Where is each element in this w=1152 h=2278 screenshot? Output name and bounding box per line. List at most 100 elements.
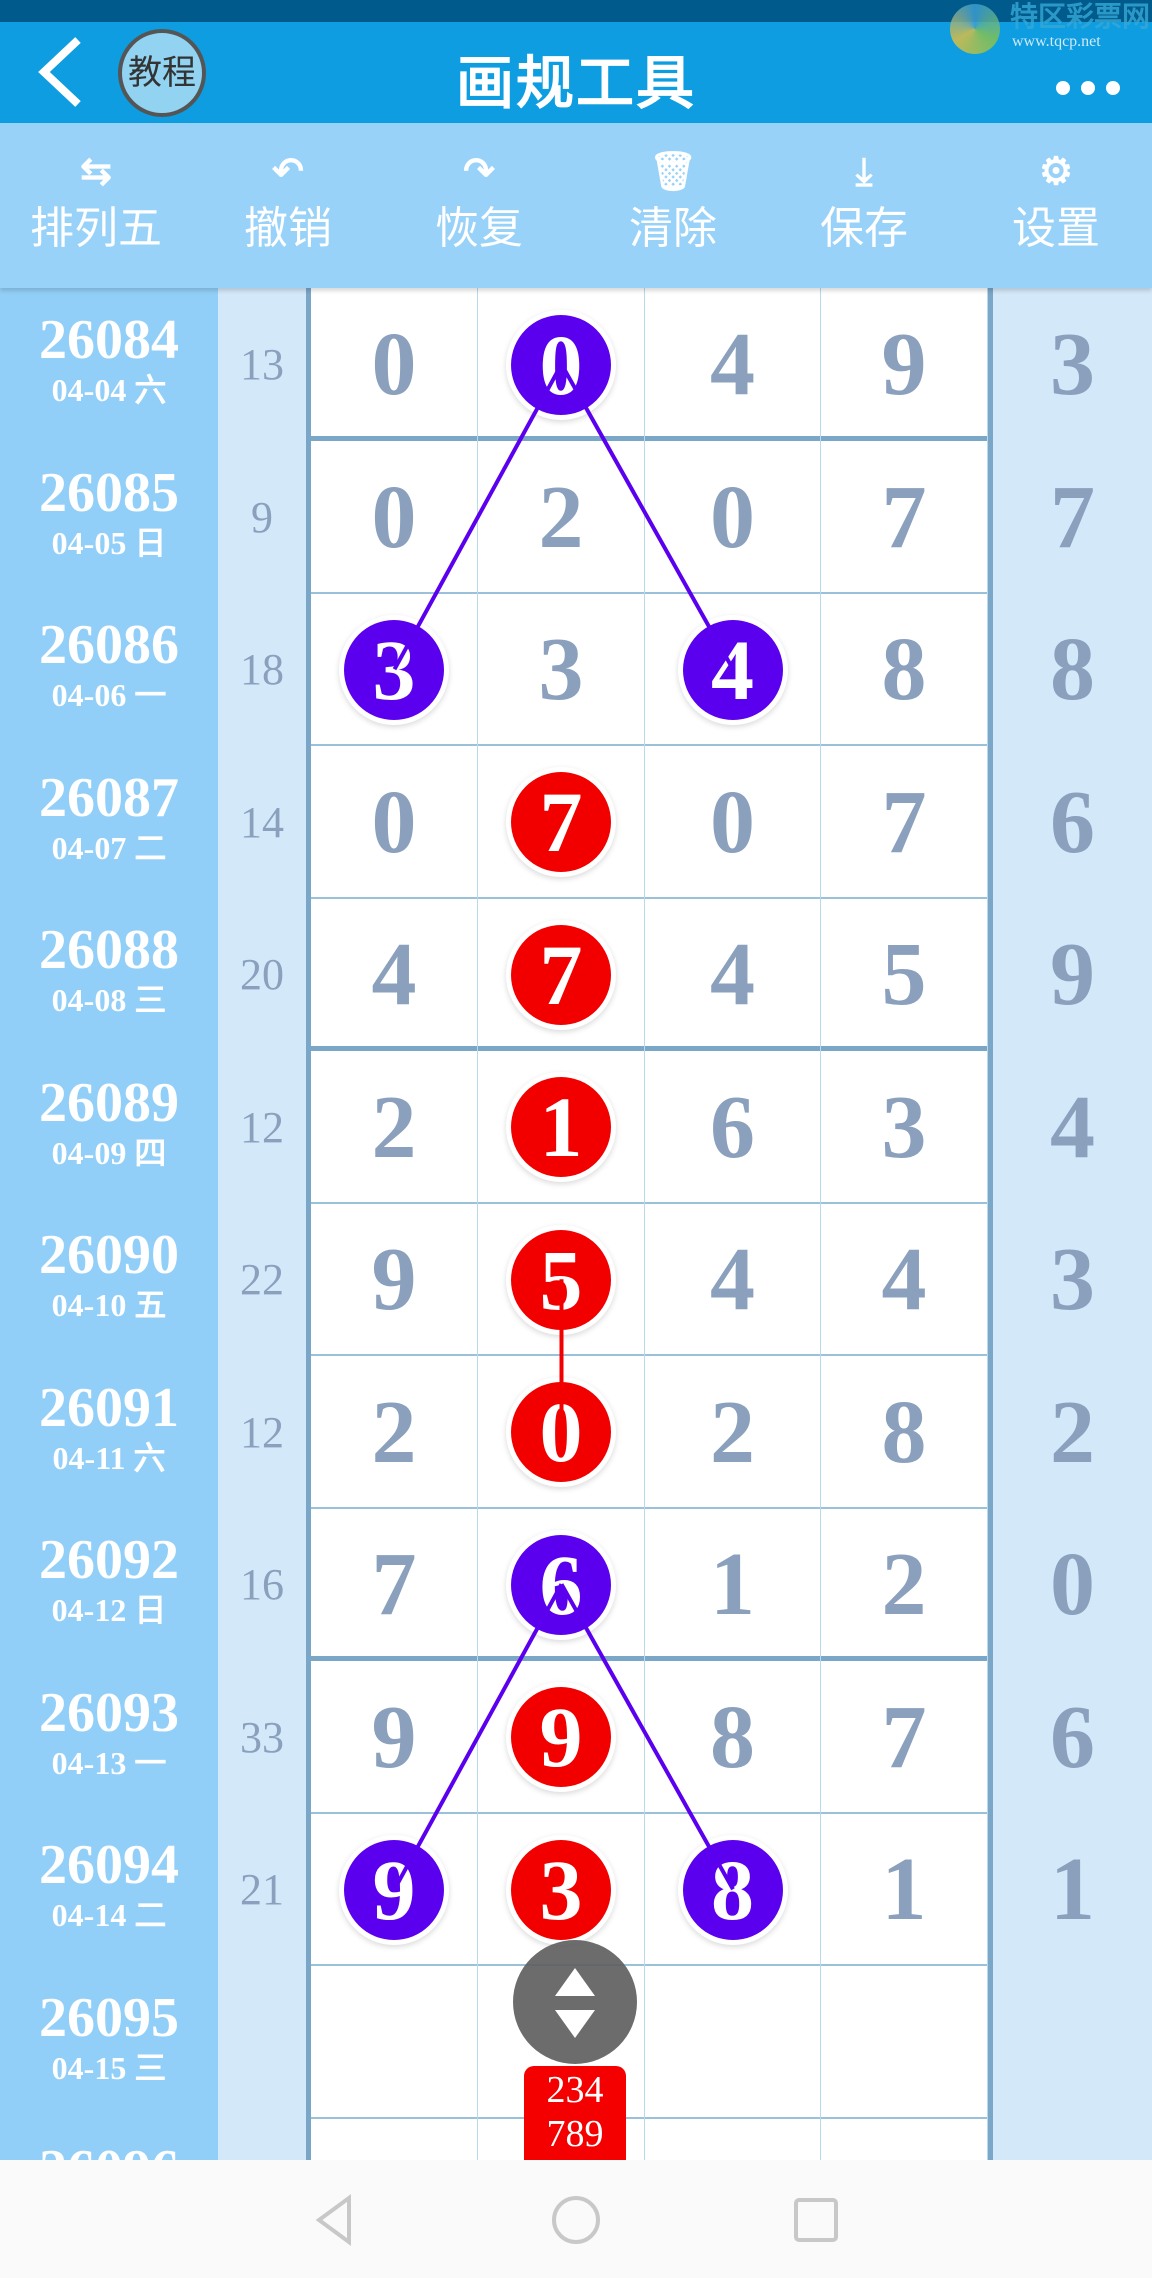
digit-cell[interactable]: 7: [478, 898, 645, 1051]
digit-cell[interactable]: 2: [311, 1355, 478, 1509]
digit-cell[interactable]: 3: [821, 1050, 988, 1204]
digit-cell[interactable]: 7: [821, 1660, 988, 1814]
selection-badge[interactable]: 234 789: [524, 2066, 626, 2160]
toolbar-swap-button[interactable]: ⇆ 排列五: [21, 123, 171, 288]
digit-cell[interactable]: 4: [311, 898, 478, 1051]
more-button[interactable]: [1056, 78, 1120, 98]
issue-cell: 26087 04-07 二: [0, 745, 218, 899]
sum-cell: 12: [218, 1355, 311, 1509]
digit-cell[interactable]: 2: [645, 1355, 821, 1509]
nav-back-icon[interactable]: [305, 2190, 365, 2250]
digit-cell[interactable]: 7: [821, 745, 988, 899]
toolbar-download-button[interactable]: ⤓ 保存: [789, 123, 939, 288]
issue-date: 04-11 六: [52, 1439, 166, 1476]
trash-icon: 🗑: [648, 151, 698, 193]
digit-cell[interactable]: 5: [821, 898, 988, 1051]
toolbar-undo-button[interactable]: ↶ 撤销: [213, 123, 363, 288]
digit-cell[interactable]: 0: [988, 1508, 1152, 1661]
digit-cell[interactable]: [988, 2118, 1152, 2160]
digit-cell[interactable]: 7: [311, 1508, 478, 1661]
digit-cell[interactable]: 5: [478, 1203, 645, 1356]
issue-date: 04-04 六: [51, 372, 167, 408]
digit-cell[interactable]: 7: [821, 440, 988, 594]
digit-cell[interactable]: 3: [988, 1203, 1152, 1356]
digit-cell[interactable]: 2: [821, 1508, 988, 1661]
digit-cell[interactable]: 8: [821, 593, 988, 746]
digit-cell[interactable]: 8: [988, 593, 1152, 746]
digit-cell[interactable]: 1: [478, 1050, 645, 1204]
issue-number: 26094: [39, 1834, 179, 1896]
toolbar-gear-button[interactable]: ⚙ 设置: [981, 123, 1131, 288]
digit-cell[interactable]: [988, 1965, 1152, 2119]
toolbar-redo-button[interactable]: ↷ 恢复: [404, 123, 554, 288]
digit-cell[interactable]: 0: [478, 288, 645, 441]
issue-date: 04-09 四: [51, 1134, 167, 1171]
digit-cell[interactable]: 4: [645, 288, 821, 441]
digit-cell[interactable]: 6: [478, 1508, 645, 1661]
issue-number: 26087: [39, 766, 179, 829]
sum-cell: [218, 1965, 311, 2119]
digit-cell[interactable]: 3: [988, 288, 1152, 441]
digit-cell[interactable]: 0: [311, 440, 478, 594]
digit-cell[interactable]: 1: [988, 1813, 1152, 1966]
digit-cell[interactable]: 6: [988, 1660, 1152, 1814]
digit-cell[interactable]: 2: [311, 1050, 478, 1204]
issue-date: 04-12 日: [51, 1592, 167, 1628]
digit-cell[interactable]: 0: [311, 745, 478, 899]
digit-cell[interactable]: 0: [645, 745, 821, 899]
digit-cell[interactable]: 8: [645, 1813, 821, 1966]
digit-cell[interactable]: 2: [478, 440, 645, 594]
digit-cell[interactable]: 9: [311, 1203, 478, 1356]
digit-cell[interactable]: 0: [645, 440, 821, 594]
download-icon: ⤓: [855, 151, 873, 193]
digit-cell[interactable]: 3: [311, 593, 478, 746]
digit-cell[interactable]: 1: [645, 1508, 821, 1661]
digit-cell[interactable]: 9: [821, 288, 988, 441]
digit-cell[interactable]: [645, 2118, 821, 2160]
arrow-down-icon: [555, 2010, 595, 2038]
tutorial-button[interactable]: 教程: [118, 29, 206, 117]
digit-cell[interactable]: 4: [645, 898, 821, 1051]
digit-cell[interactable]: [821, 1965, 988, 2119]
digit-cell[interactable]: 4: [645, 1203, 821, 1356]
digit-cell[interactable]: [478, 1965, 645, 2119]
digit-cell[interactable]: [645, 1965, 821, 2119]
digit-cell[interactable]: 9: [311, 1813, 478, 1966]
sum-cell: 22: [218, 1203, 311, 1356]
nav-home-icon[interactable]: [546, 2190, 606, 2250]
digit-cell[interactable]: 2: [988, 1355, 1152, 1509]
digit-cell[interactable]: 8: [821, 1355, 988, 1509]
digit-cell[interactable]: [478, 2118, 645, 2160]
digit-cell[interactable]: 7: [478, 745, 645, 899]
issue-number: 26092: [39, 1529, 179, 1591]
digit-cell[interactable]: 4: [645, 593, 821, 746]
digit-cell[interactable]: 9: [478, 1660, 645, 1814]
sum-cell: 21: [218, 1813, 311, 1966]
issue-cell: 26089 04-09 四: [0, 1050, 218, 1204]
digit-cell[interactable]: [311, 2118, 478, 2160]
digit-cell[interactable]: 9: [988, 898, 1152, 1051]
digit-cell[interactable]: 6: [988, 745, 1152, 899]
back-button[interactable]: [30, 32, 100, 112]
digit-cell[interactable]: 8: [645, 1660, 821, 1814]
digit-cell[interactable]: [821, 2118, 988, 2160]
digit-cell[interactable]: 6: [645, 1050, 821, 1204]
digit-cell[interactable]: 1: [821, 1813, 988, 1966]
digit-cell[interactable]: 4: [988, 1050, 1152, 1204]
table-row: 26088 04-08 三 20 4 7 4 5 9: [0, 898, 1152, 1051]
issue-cell: 26096: [0, 2118, 218, 2160]
nav-recents-icon[interactable]: [786, 2190, 846, 2250]
sum-cell: 13: [218, 288, 311, 441]
issue-number: 26091: [39, 1376, 179, 1439]
digit-cell[interactable]: 4: [821, 1203, 988, 1356]
digit-cell[interactable]: 0: [311, 288, 478, 441]
sum-cell: 20: [218, 898, 311, 1051]
scroll-toggle-button[interactable]: [513, 1940, 637, 2064]
digit-cell[interactable]: 3: [478, 593, 645, 746]
digit-cell[interactable]: 0: [478, 1355, 645, 1509]
digit-cell[interactable]: [311, 1965, 478, 2119]
digit-cell[interactable]: 9: [311, 1660, 478, 1814]
digit-cell[interactable]: 7: [988, 440, 1152, 594]
toolbar-trash-button[interactable]: 🗑 清除: [598, 123, 748, 288]
sum-cell: 12: [218, 1050, 311, 1204]
